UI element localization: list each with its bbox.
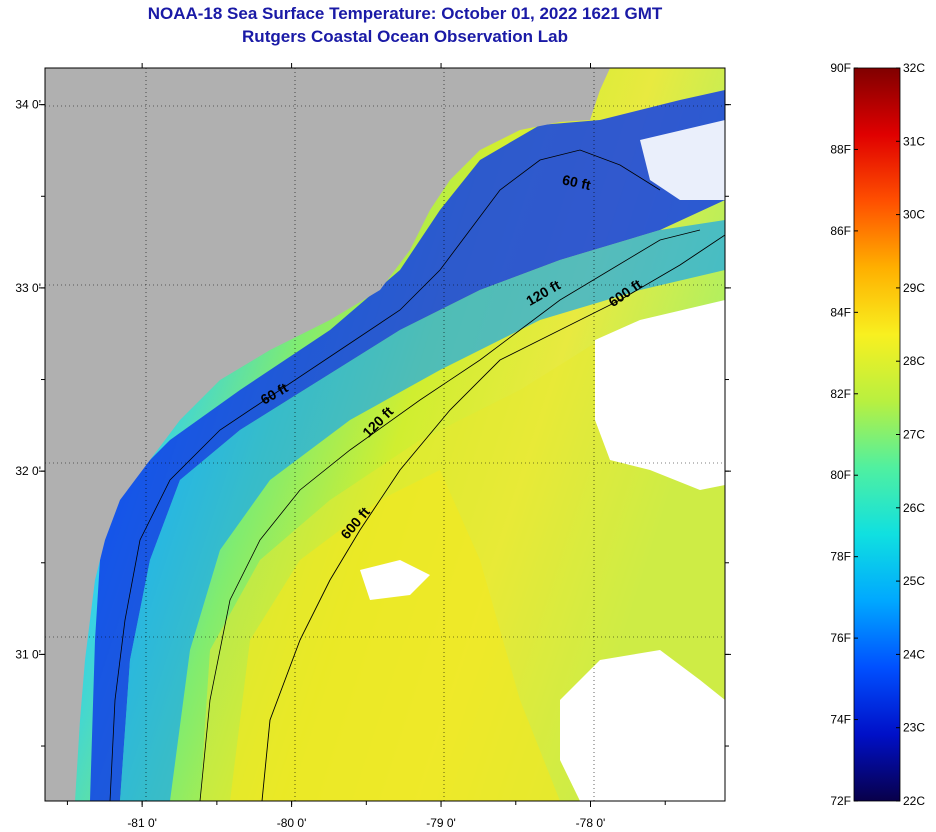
colorbar-f-label: 88F [830, 142, 851, 156]
colorbar-c-label: 24C [903, 647, 925, 661]
x-tick-label: -80 0' [277, 816, 307, 830]
graticule [45, 68, 725, 801]
x-tick-label: -78 0' [576, 816, 606, 830]
colorbar-c-label: 29C [903, 281, 925, 295]
map-frame [44, 67, 726, 802]
colorbar-c-label: 23C [903, 721, 925, 735]
colorbar-f-label: 86F [830, 224, 851, 238]
land-mass [45, 68, 610, 801]
cloud-region-southeast [560, 650, 725, 801]
colorbar-f-label: 90F [830, 61, 851, 75]
contour-120ft [199, 229, 701, 801]
colorbar-f-label: 78F [830, 550, 851, 564]
colorbar-c-label: 31C [903, 134, 925, 148]
colorbar-f-label: 80F [830, 468, 851, 482]
colorbar-c-label: 30C [903, 208, 925, 222]
cloud-region-east [595, 300, 725, 490]
y-tick-label: 32 0' [15, 464, 41, 478]
colorbar-c-label: 32C [903, 61, 925, 75]
yellow-core-region [230, 470, 560, 801]
cloud-region-mid [360, 560, 430, 600]
y-tick-label: 31 0' [15, 647, 41, 661]
colorbar-f-label: 84F [830, 305, 851, 319]
colorbar-f-label: 72F [830, 794, 851, 808]
map-subtitle: Rutgers Coastal Ocean Observation Lab [242, 27, 568, 46]
x-tick-label: -81 0' [127, 816, 157, 830]
cloud-region-north [640, 120, 725, 200]
colorbar-c-label: 26C [903, 501, 925, 515]
colorbar-c-label: 27C [903, 428, 925, 442]
map-title: NOAA-18 Sea Surface Temperature: October… [147, 4, 663, 23]
colorbar-c-label: 25C [903, 574, 925, 588]
colorbar-gradient [853, 67, 901, 802]
axis-ticks: -81 0' -80 0' -79 0' -78 0' 34 0' 33 0' 32 0' 3… [15, 63, 731, 830]
mid-blue-band [120, 220, 725, 801]
colorbar-c-labels: 32C 31C 30C 29C 28C 27C 26C 25C 24C 23C 22C [896, 61, 925, 808]
colorbar-c-label: 22C [903, 794, 925, 808]
colorbar-f-labels: 90F 88F 86F 84F 82F 80F 78F 76F 74F 72F [830, 61, 858, 808]
y-tick-label: 33 0' [15, 281, 41, 295]
colorbar-f-label: 82F [830, 387, 851, 401]
colorbar-f-label: 76F [830, 631, 851, 645]
colorbar: 90F 88F 86F 84F 82F 80F 78F 76F 74F 72F 32C 31C 30C… [830, 61, 925, 808]
contour-label: 60 ft [561, 171, 593, 193]
x-tick-label: -79 0' [426, 816, 456, 830]
contour-600ft [261, 234, 725, 801]
colorbar-f-label: 74F [830, 713, 851, 727]
contour-60ft [109, 149, 661, 801]
y-tick-label: 34 0' [15, 98, 41, 112]
sst-map: -81 0' -80 0' -79 0' -78 0' 34 0' 33 0' 32 0' 3… [15, 63, 731, 830]
colorbar-c-label: 28C [903, 354, 925, 368]
